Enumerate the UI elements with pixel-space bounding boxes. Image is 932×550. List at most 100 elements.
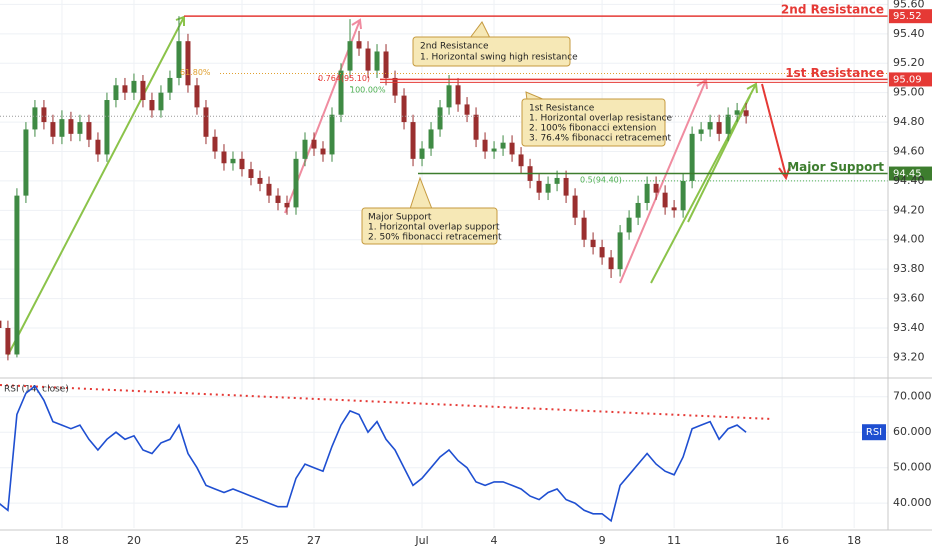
candle-body: [230, 158, 236, 164]
trend-arrow: [619, 79, 707, 284]
candle-body: [428, 129, 434, 149]
candle-body: [338, 70, 344, 115]
candle-body: [257, 177, 263, 184]
candle-body: [635, 202, 641, 218]
candle-body: [176, 41, 182, 78]
candle-body: [671, 207, 677, 211]
arrow-head: [746, 82, 758, 94]
candle-body: [401, 95, 407, 123]
y-tick-label: 93.20: [893, 350, 925, 363]
candle-body: [59, 119, 65, 137]
candle-body: [104, 100, 110, 155]
x-tick-label: 11: [667, 534, 681, 547]
candle-body: [302, 139, 308, 159]
candle-body: [221, 151, 227, 164]
candle-body: [689, 133, 695, 181]
x-tick-label: 20: [127, 534, 141, 547]
candle-body: [698, 129, 704, 134]
x-tick-label: 27: [307, 534, 321, 547]
candle-body: [536, 180, 542, 193]
level-tag-label: 95.52: [893, 11, 922, 22]
candle-body: [680, 180, 686, 211]
callout-box: [412, 36, 571, 67]
x-tick-label: 4: [491, 534, 498, 547]
candle-body: [32, 107, 38, 130]
candle-body: [608, 257, 614, 270]
callout-title: 1st Resistance: [529, 104, 595, 114]
candle-body: [563, 177, 569, 196]
candle-body: [572, 195, 578, 218]
candle-body: [212, 136, 218, 152]
candle-body: [347, 41, 353, 71]
candle-body: [581, 217, 587, 240]
arrow-head: [351, 18, 362, 30]
y-tick-label: 95.40: [893, 27, 925, 40]
candle-body: [239, 158, 245, 170]
candle-body: [203, 107, 209, 137]
candle-body: [554, 177, 560, 184]
candle-body: [185, 41, 191, 86]
candle-body: [284, 202, 290, 208]
callout-line: 1. Horizontal overlap support: [368, 223, 500, 233]
fib-label: 0.764(95.10): [318, 74, 370, 83]
fib-label: 61.80%: [180, 68, 211, 77]
candle-body: [383, 51, 389, 78]
callout-line: 1. Horizontal swing high resistance: [420, 53, 578, 63]
candle-body: [716, 122, 722, 134]
y-tick-label: 94.20: [893, 203, 925, 216]
level-tag: [889, 72, 932, 87]
candle-body: [194, 85, 200, 108]
x-tick-label: 18: [55, 534, 69, 547]
candle-body: [545, 183, 551, 193]
candle-body: [464, 104, 470, 115]
callout-box: [361, 207, 498, 245]
candle-body: [50, 122, 56, 137]
levels: 61.80% 0.764(95.10) 100.00% 0.5(94.40) 2nd R…: [0, 3, 932, 184]
y-tick-label: 93.80: [893, 262, 925, 275]
trend-arrow: [687, 95, 751, 223]
level-name: 2nd Resistance: [781, 3, 884, 17]
candle-body: [149, 100, 155, 111]
candle-body: [356, 41, 362, 49]
arrow-head: [778, 165, 791, 181]
candle-body: [410, 122, 416, 159]
candle-body: [122, 85, 128, 93]
candle-body: [473, 114, 479, 140]
candle-body: [707, 122, 713, 130]
candle-body: [293, 158, 299, 208]
candle-body: [491, 148, 497, 152]
x-tick-label: 18: [847, 534, 861, 547]
y-tick-label: 94.00: [893, 233, 925, 246]
candle-body: [266, 183, 272, 196]
callout-line: 2. 100% fibonacci extension: [529, 124, 656, 134]
candle-body: [329, 114, 335, 155]
candle-body: [68, 119, 74, 134]
candle-body: [482, 139, 488, 152]
rsi-tick-label: 70.0000: [893, 390, 932, 403]
callout: 2nd Resistance 1. Horizontal swing high …: [412, 21, 578, 67]
candle-body: [653, 183, 659, 193]
rsi-tick-label: 50.0000: [893, 461, 932, 474]
candle-body: [374, 51, 380, 71]
candle-body: [41, 107, 47, 123]
level-tag-label: 95.09: [893, 74, 922, 85]
candle-body: [248, 169, 254, 178]
x-tick-label: Jul: [414, 534, 428, 547]
candle-body: [131, 80, 137, 93]
candle-body: [158, 92, 164, 111]
level-name: 1st Resistance: [785, 66, 884, 80]
candle-body: [626, 217, 632, 233]
candle-body: [590, 239, 596, 248]
y-tick-label: 95.20: [893, 56, 925, 69]
y-tick-label: 95.00: [893, 86, 925, 99]
rsi-tick-label: 60.0000: [893, 425, 932, 438]
trend-arrow: [7, 16, 185, 356]
candle-body: [23, 129, 29, 196]
rsi-trendline: [0, 384, 773, 420]
y-tick-label: 94.40: [893, 174, 925, 187]
x-tick-label: 25: [235, 534, 249, 547]
callout-line: 2. 50% fibonacci retracement: [368, 233, 502, 243]
candle-body: [167, 77, 173, 93]
callout-title: Major Support: [368, 213, 432, 223]
